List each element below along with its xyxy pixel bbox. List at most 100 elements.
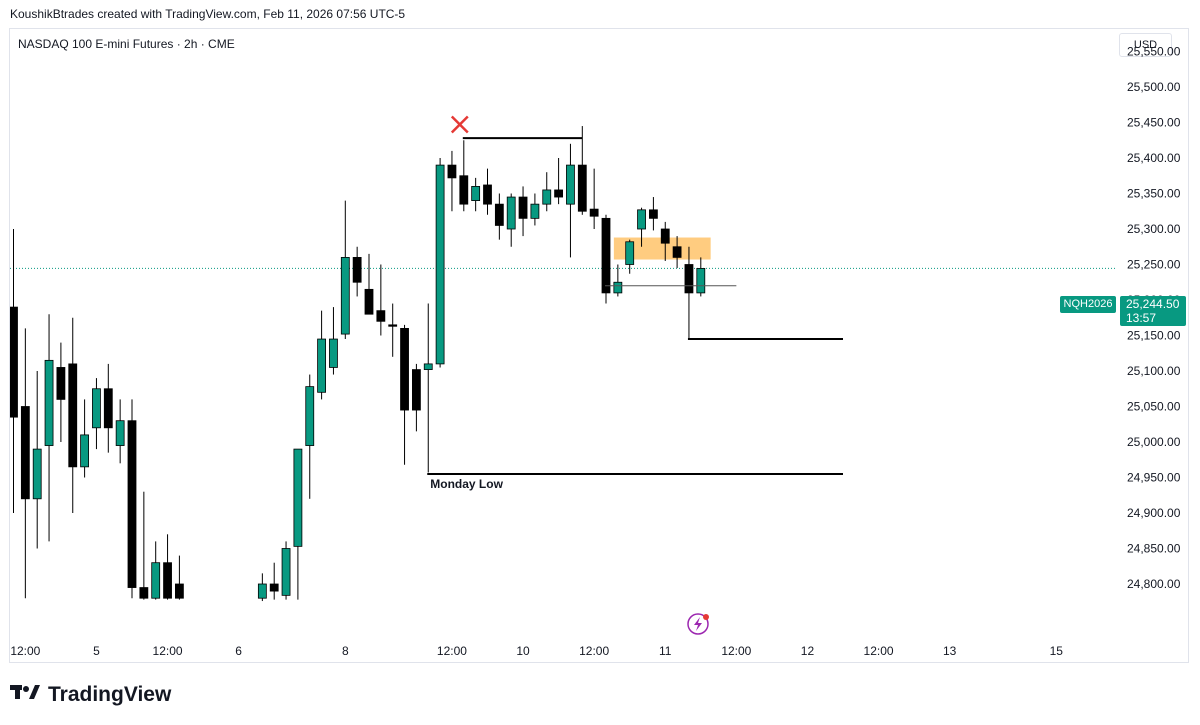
x-tick-label: 12:00	[437, 644, 467, 658]
candle-down	[459, 175, 469, 205]
candle-down	[554, 189, 563, 198]
candle-down	[518, 196, 528, 219]
y-tick-label: 24,900.00	[1127, 506, 1181, 520]
candle-up	[625, 241, 635, 265]
y-tick-label: 25,300.00	[1127, 222, 1181, 236]
x-tick-label: 13	[943, 644, 957, 658]
y-tick-label: 25,150.00	[1127, 329, 1181, 343]
candle-up	[92, 388, 101, 429]
candle-up	[151, 562, 161, 599]
candle-up	[32, 448, 42, 500]
candle-down	[127, 420, 137, 588]
candle-up	[115, 420, 125, 446]
attribution-text: KoushikBtrades created with TradingView.…	[10, 7, 406, 21]
y-tick-label: 25,350.00	[1127, 187, 1181, 201]
candle-down	[352, 256, 362, 283]
candle-down	[364, 288, 374, 315]
candle-up	[293, 448, 303, 547]
candle-up	[80, 434, 89, 468]
candle-down	[483, 184, 492, 205]
candle-up	[471, 185, 481, 201]
candle-down	[269, 583, 279, 592]
x-tick-label: 15	[1050, 644, 1064, 658]
candle-up	[281, 548, 291, 596]
tradingview-logo-icon	[10, 683, 40, 707]
candle-up	[44, 359, 54, 446]
candle-up	[317, 338, 327, 393]
candle-down	[684, 264, 694, 294]
candle-up	[637, 209, 646, 230]
candle-up	[257, 583, 267, 599]
candle-up	[506, 196, 516, 230]
x-tick-label: 8	[342, 644, 349, 658]
candle-down	[174, 583, 184, 599]
y-tick-label: 25,400.00	[1127, 151, 1181, 165]
candle-down	[376, 310, 386, 322]
symbol-title: NASDAQ 100 E-mini Futures · 2h · CME	[18, 37, 235, 51]
candle-down	[447, 164, 457, 179]
candle-down	[400, 327, 409, 411]
y-tick-label: 24,950.00	[1127, 471, 1181, 485]
lightning-bolt-icon	[694, 617, 702, 631]
chart-panel[interactable]	[9, 28, 1189, 663]
x-tick-label: 12	[801, 644, 815, 658]
x-tick-label: 12:00	[10, 644, 40, 658]
candle-down	[577, 164, 587, 212]
candle-down	[589, 208, 599, 217]
candle-up	[435, 164, 445, 365]
candle-down	[10, 306, 18, 418]
y-tick-label: 25,000.00	[1127, 435, 1181, 449]
candle-down	[411, 369, 421, 411]
notification-dot-icon	[703, 614, 709, 620]
candle-up	[329, 338, 338, 368]
y-tick-label: 25,550.00	[1127, 45, 1181, 59]
x-marker-icon	[450, 115, 469, 134]
last-price-label: 25,244.50 13:57	[1120, 296, 1186, 326]
y-tick-label: 24,800.00	[1127, 577, 1181, 591]
y-tick-label: 25,450.00	[1127, 116, 1181, 130]
x-tick-label: 12:00	[864, 644, 894, 658]
candle-up	[566, 164, 575, 205]
candle-up	[530, 203, 540, 219]
candle-down	[494, 203, 504, 226]
candle-down	[103, 388, 113, 429]
candle-down	[68, 363, 78, 468]
candle-down	[388, 324, 398, 327]
plot-area: Monday Low	[10, 115, 1115, 602]
candle-up	[613, 281, 623, 294]
candle-down	[56, 367, 66, 400]
candle-down	[601, 217, 611, 294]
candle-up	[340, 256, 350, 335]
currency-button[interactable]: USD	[1119, 33, 1172, 57]
candle-down	[660, 228, 670, 244]
candle-up	[542, 189, 552, 205]
bar-countdown: 13:57	[1126, 311, 1157, 325]
candle-up	[423, 363, 433, 370]
candle-down	[672, 246, 682, 258]
candle-down	[20, 406, 30, 500]
x-tick-label: 6	[235, 644, 242, 658]
monday-low-label: Monday Low	[430, 477, 503, 491]
ticker-badge: NQH2026	[1060, 296, 1116, 313]
y-tick-label: 24,850.00	[1127, 542, 1181, 556]
candle-up	[305, 386, 315, 446]
y-tick-label: 25,100.00	[1127, 364, 1181, 378]
candle-down	[139, 587, 149, 599]
x-tick-label: 5	[93, 644, 100, 658]
candle-up	[696, 268, 706, 294]
x-tick-label: 12:00	[721, 644, 751, 658]
y-tick-label: 25,050.00	[1127, 400, 1181, 414]
candle-down	[163, 562, 172, 599]
x-tick-label: 10	[516, 644, 530, 658]
tradingview-wordmark: TradingView	[48, 683, 172, 706]
supply-zone	[613, 237, 711, 260]
x-tick-label: 11	[659, 644, 672, 658]
tradingview-logo[interactable]: TradingView	[10, 683, 171, 707]
x-tick-label: 12:00	[579, 644, 609, 658]
candle-down	[649, 209, 658, 219]
y-tick-label: 25,250.00	[1127, 258, 1181, 272]
y-tick-label: 25,500.00	[1127, 80, 1181, 94]
x-tick-label: 12:00	[153, 644, 183, 658]
last-price-value: 25,244.50	[1126, 297, 1180, 311]
